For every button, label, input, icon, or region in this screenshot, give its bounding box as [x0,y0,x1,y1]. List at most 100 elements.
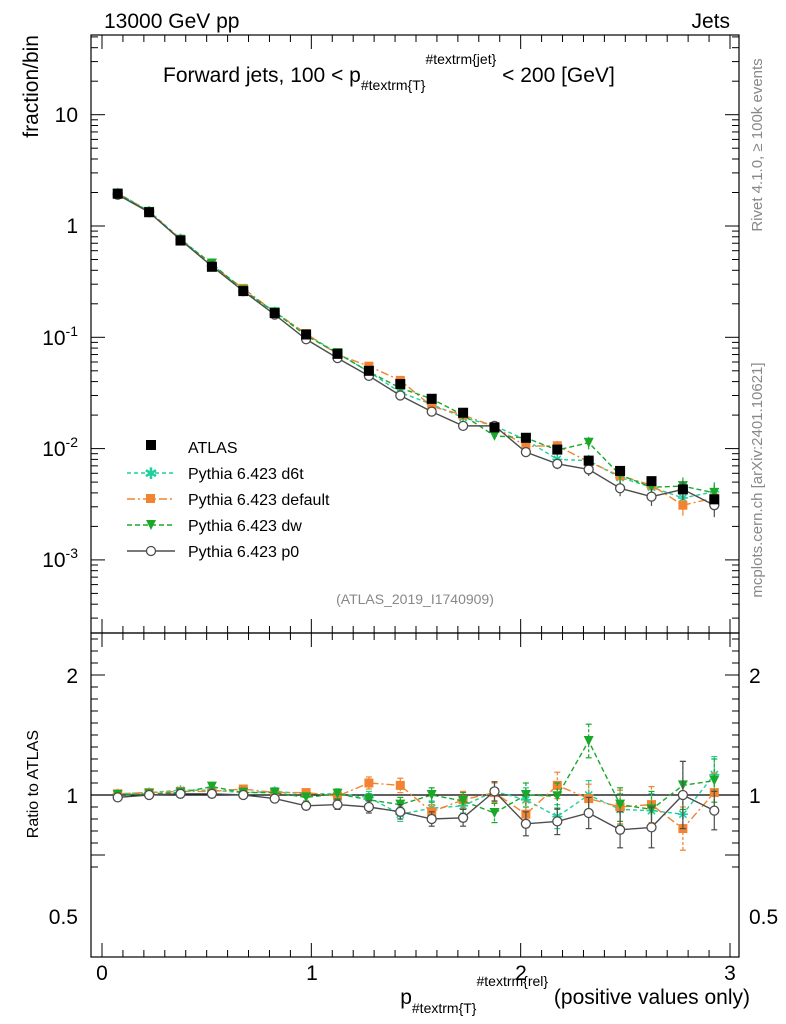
mcplots-label: mcplots.cern.ch [arXiv:2401.10621] [749,362,766,597]
atlas-data-point [583,455,594,466]
p0-point [457,812,469,823]
main-ytick-label: 10-2 [42,434,78,461]
ratio-ytick-label-right: 0.5 [749,906,778,929]
atlas-data-point [269,308,280,319]
main-ytick-label: 1 [66,215,78,238]
ratio-ylabel: Ratio to ATLAS [25,730,42,838]
rivet-label: Rivet 4.1.0, ≥ 100k events [749,58,766,231]
legend-label: Pythia 6.423 d6t [188,466,304,483]
atlas-data-point [206,261,217,272]
x-label-pre: p [400,986,412,1009]
atlas-data-point [238,286,249,297]
atlas-data-point [552,444,563,455]
xtick-label: 2 [515,962,527,985]
ratio-line-pythia-6-423-dw [117,739,715,814]
atlas-data-point [615,465,626,476]
dw-point [301,792,312,803]
atlas-data-point [301,329,312,340]
p0-point [395,806,406,817]
main-y-ticklabels: 10-3 10-2 10-1 1 10 [42,104,78,572]
legend-marker-p0 [145,545,157,557]
main-line-pythia-6-423-p0 [117,194,715,506]
dw-point [583,437,594,448]
ratio-y-ticklabels: 0.5 1 2 0.5 1 2 [49,665,778,929]
legend-marker-dw [146,520,156,530]
default-point [521,441,531,451]
atlas-data-point [709,494,720,505]
legend-entry-atlas: ATLAS [146,440,238,457]
atlas-data-point [395,379,406,390]
p0-point [646,491,657,502]
p0-point [489,786,500,797]
p0-point [300,800,312,811]
ratio-series-pythia-6-423-p0 [112,760,720,849]
atlas-data-point [677,484,688,495]
plot-title-sub: #textrm{T} [361,77,426,93]
dw-point [615,799,626,810]
x-label-sub: #textrm{T} [412,1000,477,1016]
plot-title-pre: Forward jets, 100 < p [163,64,361,87]
plot-title: Forward jets, 100 < p#textrm{T} #textrm{j… [163,51,615,93]
ratio-ytick-label: 2 [66,665,78,688]
p0-point [583,807,594,819]
p0-point [395,390,406,401]
dw-point [458,796,469,806]
p0-point [426,406,437,417]
p0-point [206,788,218,799]
ratio-line-pythia-6-423-p0 [117,790,715,831]
p0-point [614,824,626,835]
atlas-data-point [489,422,500,433]
p0-point [552,458,563,469]
p0-point [238,789,249,801]
x-ticklabels: 0 1 2 3 [96,962,736,985]
p0-point [332,799,343,810]
p0-point [143,789,155,801]
dw-point [332,788,343,799]
main-series-pythia-6-423-dw [112,188,720,505]
atlas-data-point [332,348,343,359]
legend-label: Pythia 6.423 p0 [188,544,299,561]
default-point [395,780,405,790]
p0-point [363,801,375,813]
xtick-label: 3 [724,962,736,985]
header-right: Jets [691,10,730,33]
axis-ticks [91,35,739,957]
x-label-sup: #textrm{rel} [476,973,548,989]
x-axis-label: p#textrm{T} #textrm{rel} (positive values… [400,973,750,1016]
default-point [364,778,374,788]
legend-marker-default [146,494,155,503]
p0-point [583,464,594,475]
p0-point [614,483,626,494]
legend-marker-atlas [146,440,156,450]
main-series-atlas [112,188,720,505]
p0-point [552,816,563,827]
p0-point [426,813,437,825]
legend-label: Pythia 6.423 dw [188,518,302,535]
main-ylabel: fraction/bin [20,35,43,138]
main-line-pythia-6-423-default [117,192,715,506]
ratio-ytick-label: 1 [66,785,78,808]
p0-point [112,792,123,803]
p0-point [269,793,280,804]
atlas-data-point [646,476,657,487]
main-line-pythia-6-423-dw [117,192,715,494]
analysis-id: (ATLAS_2019_I1740909) [336,591,494,607]
ratio-series-pythia-6-423-dw [112,723,720,829]
ratio-ytick-label-right: 2 [749,665,761,688]
dw-point [520,790,531,800]
legend-entry-default: Pythia 6.423 default [127,492,330,509]
legend-entry-dw: Pythia 6.423 dw [127,518,302,535]
main-series-pythia-6-423-d6t [112,187,720,509]
p0-point [457,420,469,432]
p0-point [646,822,657,833]
ratio-ytick-label: 0.5 [49,906,78,929]
plot-title-post: < 200 [GeV] [496,64,615,87]
xtick-label: 0 [96,962,108,985]
main-ytick-label: 10-1 [42,323,78,350]
xtick-label: 1 [306,962,318,985]
atlas-data-point [458,407,469,418]
default-point [427,401,437,411]
dw-point [426,790,437,800]
dw-point [709,775,720,786]
atlas-data-point [175,235,186,246]
